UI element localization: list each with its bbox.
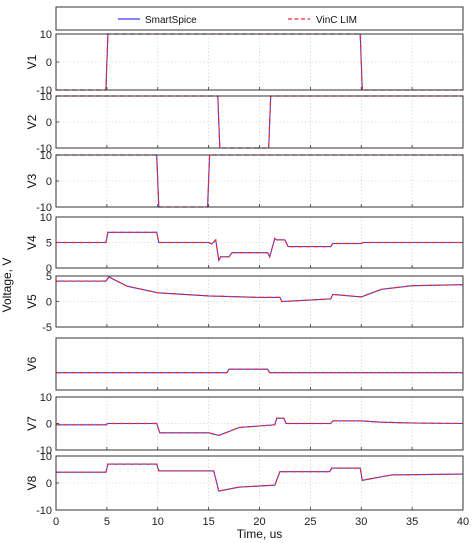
y-tick-label: -5 [42,322,52,334]
y-tick-label: -10 [36,445,52,457]
y-tick-label: -10 [36,85,52,97]
y-tick-label: 5 [46,238,52,250]
x-tick-label: 10 [152,516,164,528]
plot-frame [55,33,464,91]
plot-frame [55,275,464,328]
y-tick-label: 5 [46,271,52,283]
y-tick-label: 10 [40,150,52,162]
y-tick-label: 0 [46,176,52,188]
x-tick-label: 35 [406,516,418,528]
y-tick-label: 0 [46,57,52,69]
series-vinc-lim [56,231,463,263]
panel-v5: -5 0 5 V5 [25,271,464,334]
plot-frame [55,154,464,208]
y-tick-label: 10 [40,392,52,404]
panel-label: V5 [25,294,39,309]
legend: SmartSpice VinC LIM [55,6,464,31]
panel-v1: -10 0 10 V1 [25,29,464,97]
x-tick-label: 40 [457,516,469,528]
panel-v6: V6 [25,337,464,391]
plot-frame [55,95,464,149]
x-tick-label: 25 [304,516,316,528]
y-axis-label: Voltage, V [0,258,14,313]
y-tick-label: -10 [36,505,52,517]
series-vinc-lim [56,368,463,374]
series-vinc-lim [56,417,464,437]
panel-label: V2 [25,114,39,129]
x-axis-label: Time, us [237,527,283,541]
x-tick-label: 15 [203,516,215,528]
y-tick-label: -10 [36,143,52,155]
y-tick-label: -10 [36,202,52,214]
y-tick-label: 0 [46,297,52,309]
panel-label: V3 [25,173,39,188]
plot-frame [55,455,464,511]
series-vinc-lim [56,276,464,303]
legend-label-1: VinC LIM [316,15,357,26]
y-tick-label: 10 [40,212,52,224]
plot-frame [55,337,464,391]
legend-box [55,6,464,31]
panel-label: V1 [25,54,39,69]
y-tick-label: 0 [46,478,52,490]
y-tick-label: 0 [46,117,52,129]
y-tick-label: 0 [46,263,52,275]
y-tick-label: 10 [40,451,52,463]
y-tick-label: 0 [46,419,52,431]
x-tick-label: 20 [253,516,265,528]
panel-label: V7 [25,416,39,431]
y-tick-label: 10 [40,29,52,41]
x-tick-label: 30 [355,516,367,528]
series-vinc-lim [56,463,464,492]
x-tick-label: 0 [53,516,59,528]
panel-label: V8 [25,475,39,490]
panel-label: V6 [25,356,39,371]
plot-frame [55,216,464,269]
panel-label: V4 [25,235,39,250]
legend-label-0: SmartSpice [145,15,197,26]
y-tick-label: 10 [40,91,52,103]
x-tick-label: 5 [104,516,110,528]
plot-frame [55,396,464,451]
